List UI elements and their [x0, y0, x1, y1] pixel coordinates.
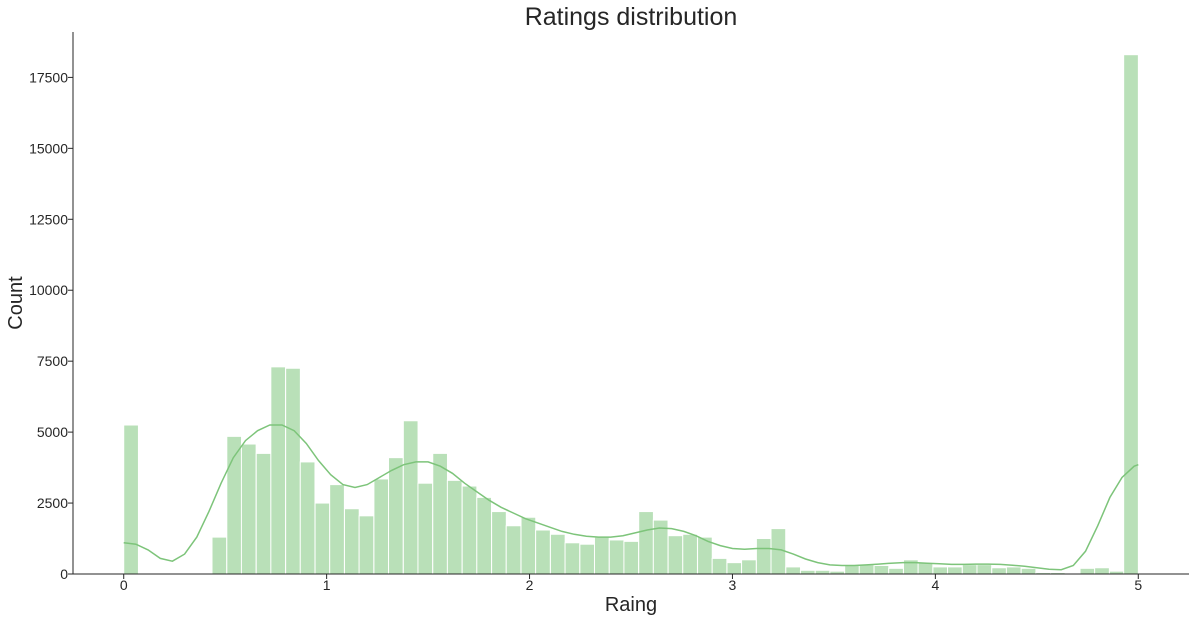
histogram-bar	[932, 566, 949, 575]
y-tick-label: 12500	[29, 211, 68, 227]
histogram-bar	[1094, 567, 1110, 575]
histogram-bar	[1123, 54, 1139, 575]
histogram-bar	[608, 539, 625, 575]
x-tick-label: 4	[931, 577, 939, 593]
x-tick-label: 3	[729, 577, 737, 593]
histogram-bar	[741, 559, 757, 575]
histogram-bar	[417, 482, 434, 575]
histogram-bar	[461, 485, 478, 575]
kde-curve	[123, 424, 1139, 571]
histogram-bar	[491, 511, 507, 575]
histogram-bar	[373, 478, 390, 575]
y-tick-label: 7500	[37, 353, 68, 369]
histogram-bar	[240, 443, 257, 575]
histogram-bar	[388, 457, 404, 575]
histogram-bar	[549, 533, 566, 575]
chart-title: Ratings distribution	[525, 3, 738, 31]
histogram-bar	[255, 452, 272, 575]
histogram-bar	[799, 569, 816, 575]
histogram-bar	[682, 533, 698, 575]
histogram-bar	[476, 496, 493, 575]
y-tick-label: 0	[60, 566, 68, 582]
y-tick-label: 10000	[29, 282, 68, 298]
histogram-bar	[314, 502, 331, 575]
histogram-bar	[358, 515, 375, 575]
x-tick-label: 0	[120, 577, 128, 593]
histogram-bar	[446, 479, 463, 575]
y-ticks: 0 2500 5000 7500 10000 12500 15000 17500	[29, 69, 73, 582]
histogram-bar	[638, 511, 654, 575]
histogram-bar	[123, 424, 139, 575]
y-tick-label: 2500	[37, 495, 68, 511]
histogram-bar	[593, 536, 610, 575]
histogram-bar	[270, 366, 287, 575]
histogram-bar	[873, 564, 890, 575]
histogram-bar	[814, 569, 831, 575]
histogram-bar	[520, 516, 537, 575]
histogram-bar	[343, 508, 360, 575]
y-axis-label: Count	[5, 276, 27, 330]
y-tick-label: 15000	[29, 140, 68, 156]
x-tick-label: 1	[323, 577, 331, 593]
histogram-bar	[285, 367, 301, 575]
histogram-bar	[888, 567, 904, 575]
y-tick-label: 5000	[37, 424, 68, 440]
x-ticks: 0 1 2 3 4 5	[120, 574, 1142, 593]
histogram-bar	[755, 538, 772, 575]
histogram-bar	[1005, 566, 1022, 575]
histogram-bar	[726, 562, 743, 575]
histogram-bar	[535, 529, 551, 575]
histogram-bar	[976, 564, 993, 575]
histogram-bar	[505, 525, 522, 575]
histogram-bar	[785, 566, 802, 575]
histogram-bar	[1020, 567, 1037, 575]
x-tick-label: 2	[526, 577, 534, 593]
histogram-bar	[623, 540, 640, 575]
histogram-bar	[579, 543, 596, 575]
histogram-bar	[1079, 567, 1096, 575]
histogram-bar	[711, 557, 728, 575]
bars-group	[123, 54, 1139, 575]
histogram-bar	[961, 564, 978, 575]
histogram-bar	[211, 536, 228, 575]
x-axis-label: Raing	[605, 594, 657, 616]
histogram-bar	[667, 535, 684, 575]
histogram-bar	[299, 461, 316, 575]
y-tick-label: 17500	[29, 69, 68, 85]
x-tick-label: 5	[1134, 577, 1142, 593]
histogram-bar	[917, 562, 934, 575]
histogram-bar	[564, 542, 581, 575]
histogram-bar	[858, 564, 875, 575]
histogram-bar	[991, 567, 1007, 575]
histogram-bar	[329, 484, 345, 575]
histogram-bar	[402, 420, 419, 575]
histogram-bar	[947, 566, 963, 575]
histogram-bar	[432, 452, 448, 575]
